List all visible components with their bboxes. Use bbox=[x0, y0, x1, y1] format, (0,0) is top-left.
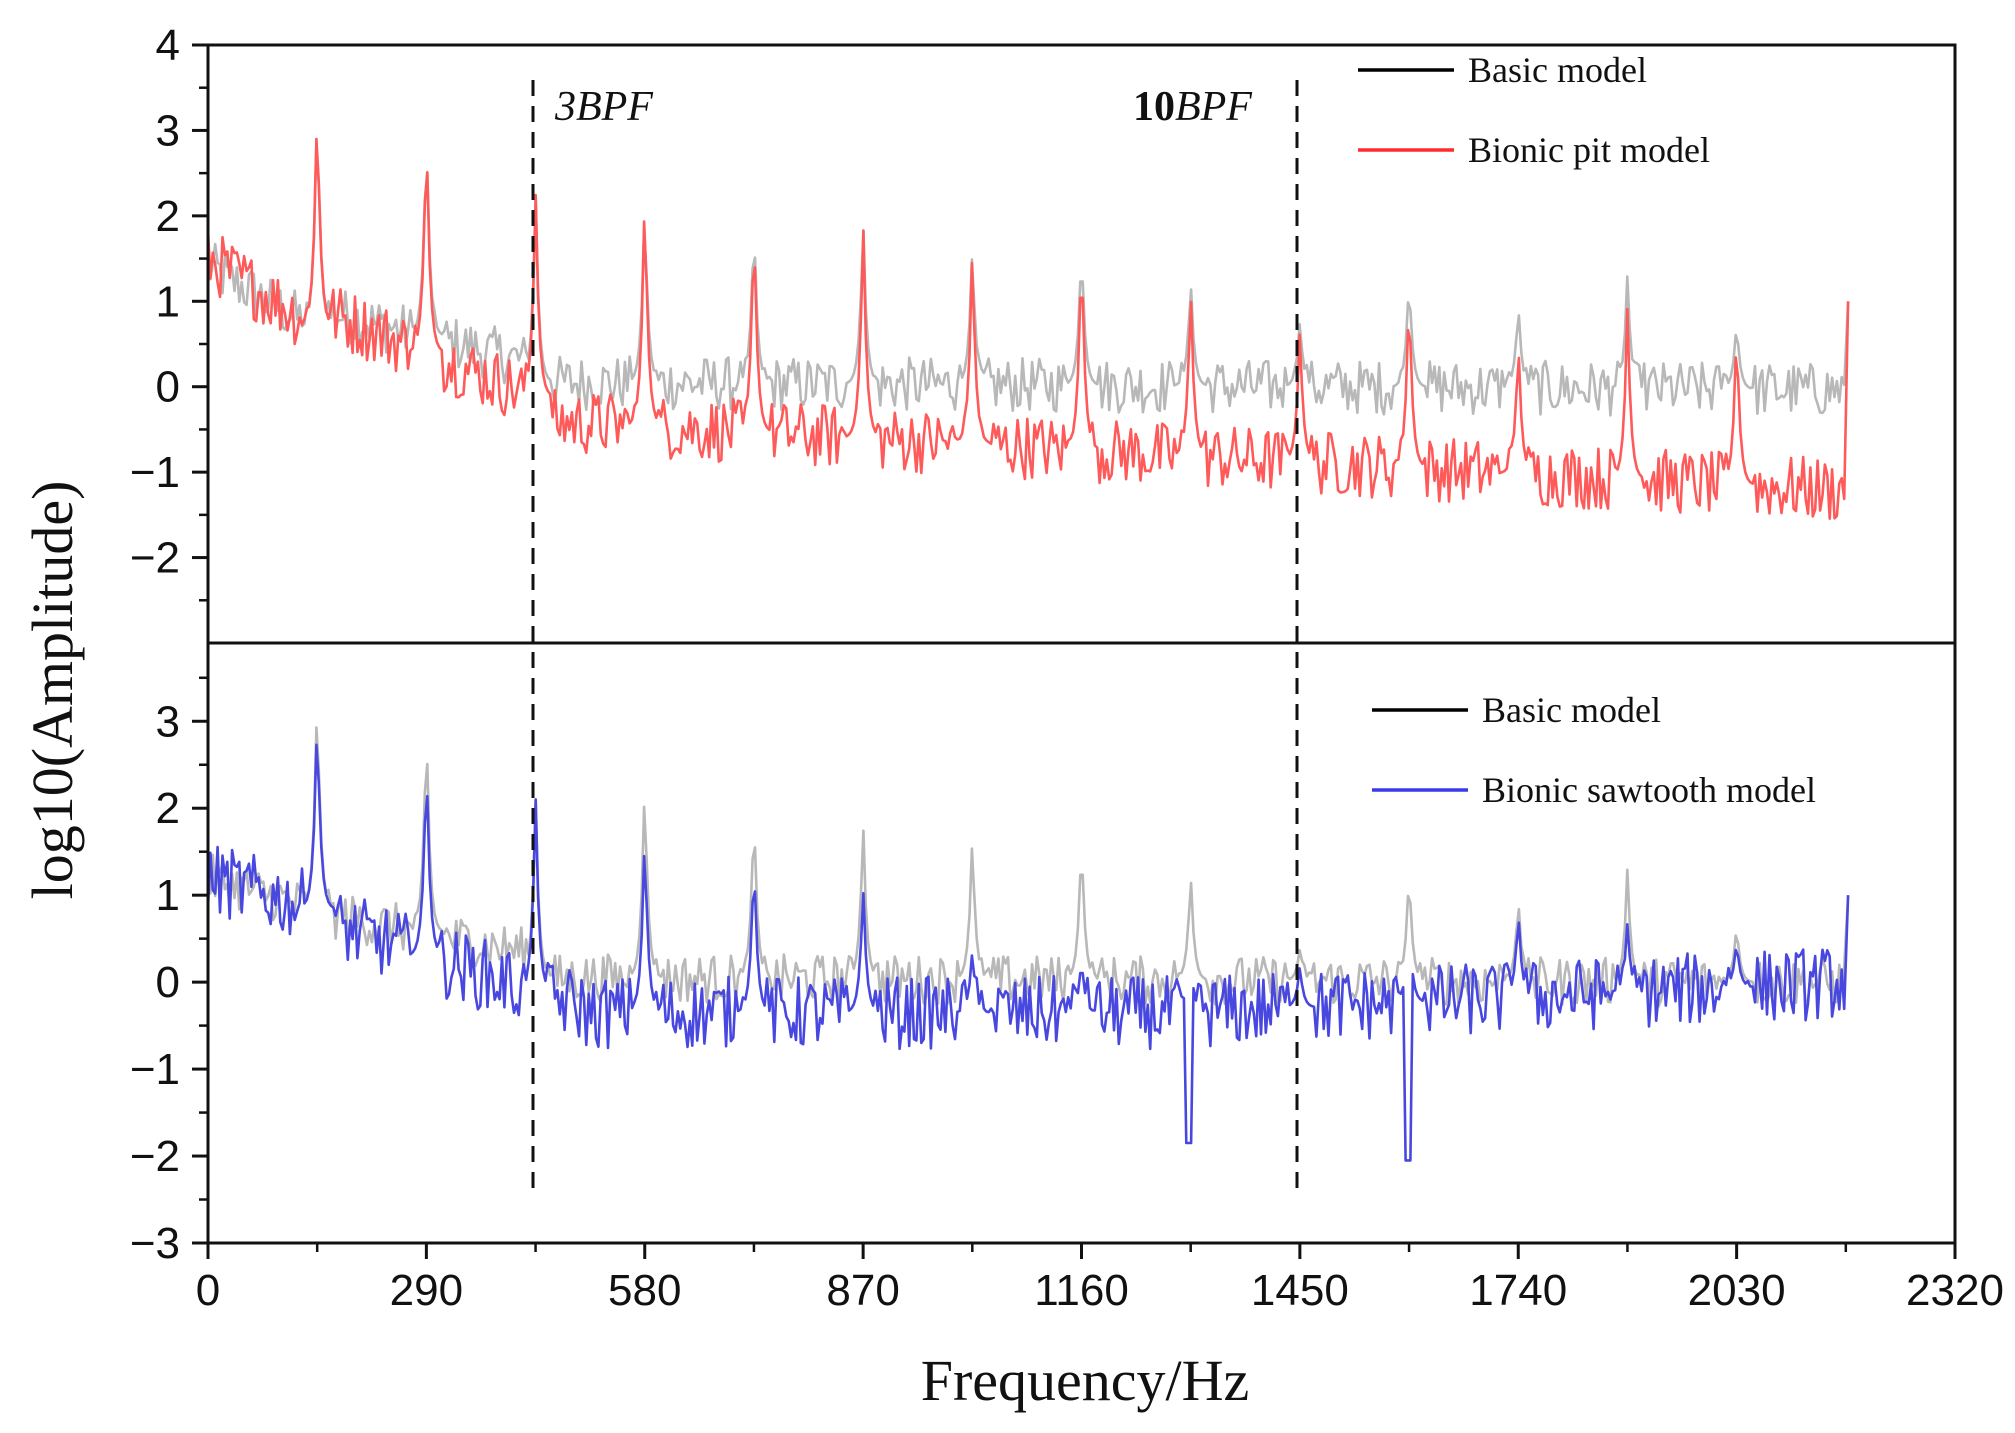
basic-model-line bbox=[206, 141, 1850, 417]
y-tick-label: 0 bbox=[156, 958, 180, 1007]
y-tick-label: 3 bbox=[156, 106, 180, 155]
y-tick-label: 4 bbox=[156, 21, 180, 70]
y-tick-label: 3 bbox=[156, 697, 180, 746]
bpf-annotation: 10BPF bbox=[1133, 84, 1252, 130]
legend-label: Bionic pit model bbox=[1468, 130, 1710, 170]
x-tick-label: 2030 bbox=[1688, 1266, 1786, 1315]
x-tick-label: 2320 bbox=[1906, 1266, 2004, 1315]
y-tick-label: −1 bbox=[130, 448, 180, 497]
y-tick-label: −1 bbox=[130, 1045, 180, 1094]
y-tick-label: −2 bbox=[130, 1132, 180, 1181]
top-panel: −2 −1 0 1 2 3 4 Basic model Bionic pit model bbox=[130, 21, 1850, 602]
x-tick-label: 1160 bbox=[1034, 1266, 1129, 1315]
x-tick-label: 290 bbox=[390, 1266, 463, 1315]
legend-label: Basic model bbox=[1468, 50, 1647, 90]
legend-label: Bionic sawtooth model bbox=[1482, 770, 1816, 810]
y-tick-label: 0 bbox=[156, 363, 180, 412]
y-axis-label: log10(Amplitude) bbox=[20, 481, 85, 900]
x-tick-label: 580 bbox=[608, 1266, 681, 1315]
model-line bbox=[206, 743, 1850, 1162]
bottom-panel: −3 −2 −1 0 1 2 3 Basic model Bionic sawtooth mod… bbox=[130, 676, 1850, 1268]
model-line bbox=[206, 137, 1850, 520]
y-tick-label: −3 bbox=[130, 1219, 180, 1268]
y-tick-label: −2 bbox=[130, 534, 180, 583]
y-tick-label: 1 bbox=[156, 871, 180, 920]
basic-model-line bbox=[206, 726, 1850, 1008]
x-tick-label: 0 bbox=[196, 1266, 220, 1315]
y-tick-label: 2 bbox=[156, 784, 180, 833]
x-axis-ticks: 0 290 580 870 1160 1450 1740 2030 2320 bbox=[196, 1243, 2004, 1315]
x-tick-label: 870 bbox=[826, 1266, 899, 1315]
x-tick-label: 1740 bbox=[1469, 1266, 1567, 1315]
x-tick-label: 1450 bbox=[1251, 1266, 1349, 1315]
y-tick-label: 2 bbox=[156, 192, 180, 241]
y-tick-label: 1 bbox=[156, 277, 180, 326]
bpf-annotation: 3BPF bbox=[554, 84, 653, 130]
legend-label: Basic model bbox=[1482, 690, 1661, 730]
x-axis-label: Frequency/Hz bbox=[921, 1348, 1250, 1413]
